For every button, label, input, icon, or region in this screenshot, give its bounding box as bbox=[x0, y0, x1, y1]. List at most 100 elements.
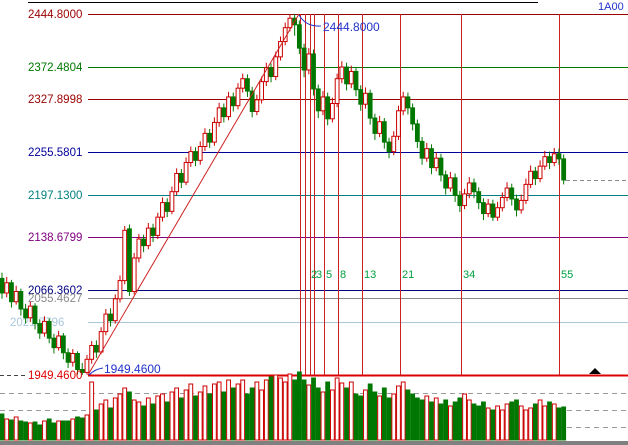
volume-bar bbox=[108, 407, 113, 441]
annotation-label: 1949.4600 bbox=[104, 362, 161, 376]
candle-body bbox=[514, 198, 519, 211]
volume-bar bbox=[532, 403, 538, 441]
candle-body bbox=[84, 358, 90, 373]
volume-bar bbox=[4, 418, 10, 441]
volume-bar bbox=[504, 403, 510, 441]
candle-body bbox=[561, 158, 567, 181]
candle-body bbox=[37, 323, 43, 334]
candle-body bbox=[339, 66, 345, 80]
volume-bar bbox=[202, 385, 208, 441]
candle-body bbox=[466, 182, 472, 195]
candle-body bbox=[131, 257, 137, 293]
volume-bar bbox=[334, 377, 340, 441]
candle-body bbox=[263, 67, 269, 83]
volume-bar bbox=[193, 395, 198, 441]
volume-bar bbox=[0, 413, 5, 441]
candle-body bbox=[386, 141, 392, 153]
volume-bar bbox=[556, 407, 562, 441]
candle-body bbox=[476, 191, 482, 204]
volume-bar bbox=[499, 409, 505, 441]
volume-bar bbox=[471, 403, 477, 441]
candle-body bbox=[94, 344, 99, 353]
candle-body bbox=[325, 96, 331, 120]
volume-bar bbox=[46, 418, 52, 441]
candle-body bbox=[547, 156, 552, 164]
candle-body bbox=[334, 78, 340, 104]
volume-bar bbox=[268, 376, 274, 441]
annotation-label: 2444.8000 bbox=[323, 20, 380, 34]
volume-bar bbox=[400, 381, 406, 441]
volume-bar bbox=[259, 389, 265, 441]
volume-bar bbox=[386, 397, 392, 441]
volume-bar bbox=[240, 379, 246, 441]
volume-bar bbox=[65, 420, 71, 441]
candle-body bbox=[499, 197, 505, 209]
candle-body bbox=[197, 145, 203, 161]
volume-bar bbox=[127, 391, 132, 441]
candle-body bbox=[443, 174, 449, 189]
candle-body bbox=[452, 177, 458, 196]
volume-bar bbox=[235, 383, 241, 441]
volume-bar bbox=[429, 401, 434, 441]
price-level-label: 2138.6799 bbox=[28, 232, 82, 244]
volume-bar bbox=[18, 420, 24, 441]
candle-body bbox=[136, 238, 142, 259]
volume-bar bbox=[89, 381, 95, 441]
candle-body bbox=[367, 92, 373, 119]
volume-bar bbox=[348, 381, 354, 441]
volume-bar bbox=[433, 397, 439, 441]
volume-bar bbox=[155, 395, 161, 441]
volume-bar bbox=[122, 387, 128, 441]
candle-body bbox=[150, 227, 156, 236]
volume-bar bbox=[282, 381, 288, 441]
volume-bar bbox=[363, 389, 368, 441]
candle-body bbox=[164, 202, 170, 212]
volume-bar bbox=[136, 401, 142, 441]
candle-body bbox=[311, 53, 316, 90]
candle-body bbox=[532, 170, 538, 180]
volume-bar bbox=[98, 403, 104, 441]
volume-bar bbox=[75, 416, 80, 441]
candle-body bbox=[537, 165, 543, 180]
volume-bar bbox=[174, 387, 180, 441]
index-code-label[interactable]: 1A00 bbox=[598, 1, 624, 13]
volume-bar bbox=[448, 405, 453, 441]
candle-body bbox=[490, 203, 496, 218]
bottom-scrollbar[interactable] bbox=[0, 441, 628, 445]
volume-bar bbox=[547, 401, 552, 441]
volume-bar bbox=[438, 403, 444, 441]
fib-timezone-number-label: 55 bbox=[561, 269, 573, 281]
volume-bar bbox=[226, 379, 231, 441]
candle-body bbox=[381, 121, 387, 143]
candle-body bbox=[108, 313, 113, 322]
candle-body bbox=[320, 96, 326, 112]
volume-bar bbox=[339, 382, 345, 441]
volume-bar bbox=[37, 424, 43, 441]
volume-bar bbox=[466, 399, 472, 441]
candle-body bbox=[42, 320, 47, 334]
candle-body bbox=[306, 53, 312, 71]
volume-bar bbox=[112, 397, 118, 441]
candle-body bbox=[551, 153, 557, 164]
volume-bar bbox=[32, 421, 38, 441]
volume-bar bbox=[103, 399, 109, 441]
volume-bar bbox=[183, 389, 189, 441]
candle-body bbox=[358, 89, 364, 105]
candle-body bbox=[122, 229, 128, 282]
volume-bar bbox=[325, 381, 331, 441]
volume-bar bbox=[306, 384, 312, 441]
volume-bar bbox=[301, 379, 307, 441]
candle-body bbox=[410, 107, 416, 125]
candle-body bbox=[254, 99, 260, 113]
volume-bar bbox=[273, 374, 279, 441]
candle-body bbox=[377, 121, 383, 134]
candle-body bbox=[46, 320, 52, 339]
volume-bar bbox=[315, 387, 321, 441]
volume-bar bbox=[23, 421, 29, 441]
candle-body bbox=[235, 87, 241, 107]
annotation-pointer bbox=[88, 367, 104, 376]
volume-bar bbox=[372, 391, 378, 441]
volume-bar bbox=[207, 393, 213, 441]
volume-bar bbox=[117, 393, 123, 441]
